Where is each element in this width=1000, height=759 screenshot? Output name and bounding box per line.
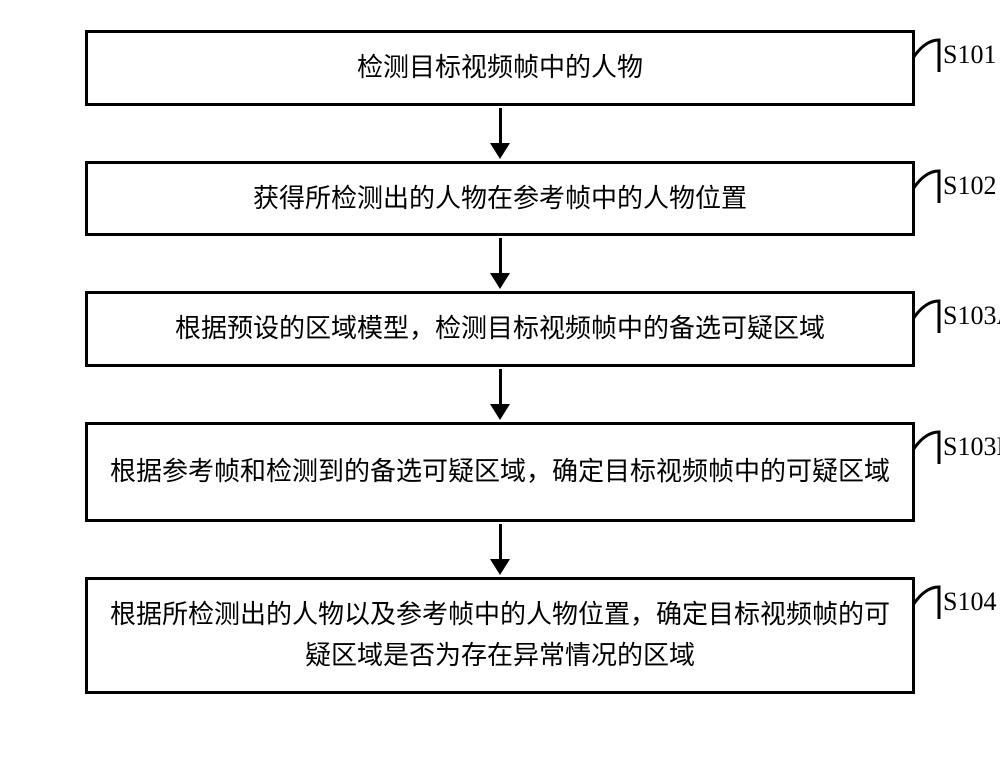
step-text: 获得所检测出的人物在参考帧中的人物位置 [253, 178, 747, 220]
step-id-label: S101 [943, 40, 996, 70]
flowchart-step-box: 根据所检测出的人物以及参考帧中的人物位置，确定目标视频帧的可疑区域是否为存在异常… [85, 577, 915, 694]
flowchart-container: 检测目标视频帧中的人物 S101 获得所检测出的人物在参考帧中的人物位置 S102… [20, 30, 980, 694]
flowchart-row: 根据所检测出的人物以及参考帧中的人物位置，确定目标视频帧的可疑区域是否为存在异常… [20, 577, 980, 694]
label-connector-icon [913, 169, 947, 212]
label-connector-icon [913, 299, 947, 342]
label-connector-icon [913, 430, 947, 473]
flowchart-step-box: 根据参考帧和检测到的备选可疑区域，确定目标视频帧中的可疑区域 [85, 422, 915, 522]
flowchart-step-box: 根据预设的区域模型，检测目标视频帧中的备选可疑区域 [85, 291, 915, 367]
step-id-label: S103A [943, 301, 1000, 331]
step-id-label: S103B [943, 432, 1000, 462]
step-text: 根据预设的区域模型，检测目标视频帧中的备选可疑区域 [175, 308, 825, 350]
step-text: 检测目标视频帧中的人物 [357, 47, 643, 89]
step-id-label: S102 [943, 171, 996, 201]
down-arrow-icon [490, 524, 510, 575]
flowchart-row: 根据参考帧和检测到的备选可疑区域，确定目标视频帧中的可疑区域 S103B [20, 422, 980, 522]
down-arrow-icon [490, 238, 510, 289]
flowchart-row: 检测目标视频帧中的人物 S101 [20, 30, 980, 106]
label-connector-icon [913, 38, 947, 81]
down-arrow-icon [490, 369, 510, 420]
step-id-label: S104 [943, 587, 996, 617]
flowchart-step-box: 获得所检测出的人物在参考帧中的人物位置 [85, 161, 915, 237]
step-text: 根据所检测出的人物以及参考帧中的人物位置，确定目标视频帧的可疑区域是否为存在异常… [108, 594, 892, 677]
down-arrow-icon [490, 108, 510, 159]
flowchart-row: 获得所检测出的人物在参考帧中的人物位置 S102 [20, 161, 980, 237]
label-connector-icon [913, 585, 947, 628]
flowchart-step-box: 检测目标视频帧中的人物 [85, 30, 915, 106]
step-text: 根据参考帧和检测到的备选可疑区域，确定目标视频帧中的可疑区域 [110, 451, 890, 493]
flowchart-row: 根据预设的区域模型，检测目标视频帧中的备选可疑区域 S103A [20, 291, 980, 367]
